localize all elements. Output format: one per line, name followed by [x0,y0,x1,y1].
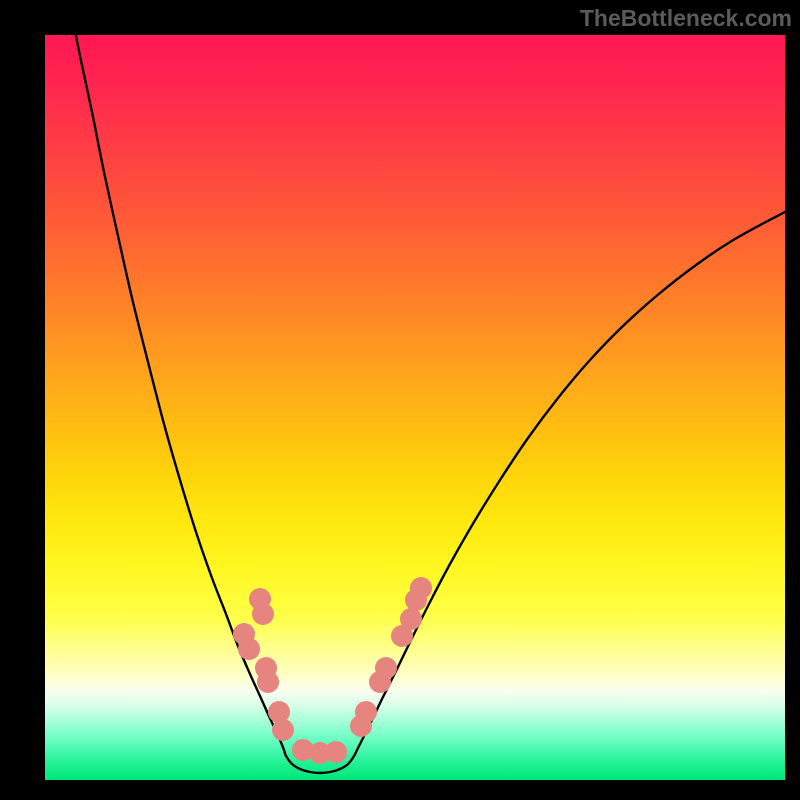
data-point [400,608,422,630]
data-point [272,719,294,741]
data-point [410,577,432,599]
bottleneck-curve [70,35,785,773]
data-point [257,671,279,693]
data-point [355,701,377,723]
plot-area [45,35,785,780]
watermark-text: TheBottleneck.com [580,5,792,32]
data-point [375,657,397,679]
chart-container: TheBottleneck.com [0,0,800,800]
data-point [325,741,347,763]
data-point [252,603,274,625]
data-point [238,638,260,660]
curve-layer [45,35,785,780]
